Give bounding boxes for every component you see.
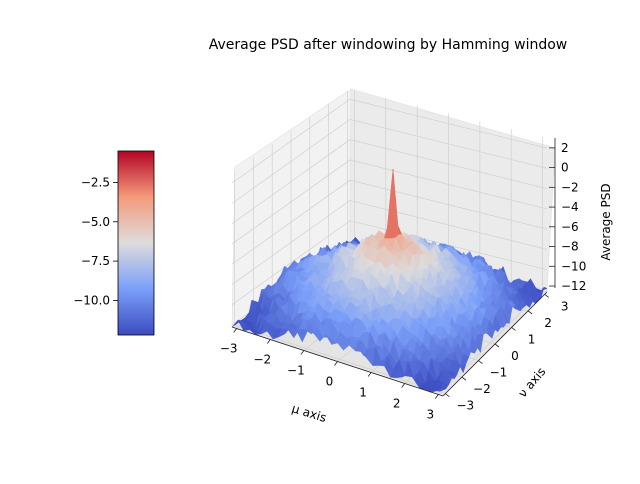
y-tick-label: 3 [561, 299, 569, 313]
x-tick-label: −2 [253, 353, 271, 367]
grid-line-y-floor [234, 324, 446, 395]
z-tick-label: −12 [561, 279, 586, 293]
colorbar-ticks: −2.5 −5.0 −7.5 −10.0 [73, 175, 118, 307]
z-tick-label: −2 [561, 180, 579, 194]
y-tick-mark [494, 343, 500, 348]
x-tick-mark [434, 394, 439, 399]
colorbar: −2.5 −5.0 −7.5 −10.0 [73, 150, 155, 336]
y-tick-mark [544, 293, 549, 298]
x-tick-label: 2 [393, 396, 401, 410]
y-tick-mark [527, 310, 533, 315]
z-tick-label: 2 [561, 141, 569, 155]
x-tick-label: −3 [220, 342, 238, 356]
x-tick-label: 0 [326, 375, 334, 389]
y-tick-mark [445, 393, 450, 398]
y-tick-label: 1 [528, 332, 536, 346]
y-tick-label: −1 [490, 366, 508, 380]
grid-line-z [231, 139, 548, 224]
y-tick-mark [478, 360, 483, 364]
x-tick-mark [300, 350, 305, 355]
x-tick-mark [401, 383, 406, 388]
grid-line-z [231, 179, 548, 265]
y-axis-label: ν axis [515, 365, 548, 400]
y-tick-mark [511, 327, 516, 331]
grid-line-z [231, 220, 548, 305]
colorbar-tick-label: −5.0 [81, 215, 110, 229]
z-tick-label: −8 [561, 240, 579, 254]
z-tick-label: −6 [561, 220, 579, 234]
grid-line-z [231, 159, 548, 245]
x-tick-mark [367, 372, 372, 377]
x-tick-label: −1 [287, 364, 305, 378]
x-tick-label: 3 [426, 407, 434, 421]
y-tick-label: 2 [544, 316, 552, 330]
x-axis-label: μ axis [290, 401, 328, 425]
colorbar-gradient [117, 150, 155, 336]
z-tick-label: −10 [561, 259, 586, 273]
x-tick-mark [233, 328, 238, 333]
surface-facet [436, 385, 447, 392]
colorbar-tick-label: −7.5 [81, 254, 110, 268]
z-axis-label: Average PSD [599, 183, 613, 260]
y-tick-mark [461, 376, 467, 381]
x-tick-mark [266, 339, 271, 344]
chart-title: Average PSD after windowing by Hamming w… [209, 37, 568, 53]
psd-surface [231, 169, 548, 393]
y-tick-label: −3 [456, 399, 474, 413]
grid-line-z [231, 98, 548, 184]
colorbar-tick-label: −2.5 [81, 175, 110, 189]
grid-line-z [231, 119, 548, 204]
colorbar-tick-label: −10.0 [73, 293, 110, 307]
y-tick-label: 0 [511, 349, 519, 363]
z-tick-label: 0 [561, 161, 569, 175]
y-tick-label: −2 [473, 382, 491, 396]
x-tick-label: 1 [359, 385, 367, 399]
grid-line-z [231, 200, 548, 285]
x-tick-mark [334, 361, 338, 366]
z-tick-label: −4 [561, 200, 579, 214]
